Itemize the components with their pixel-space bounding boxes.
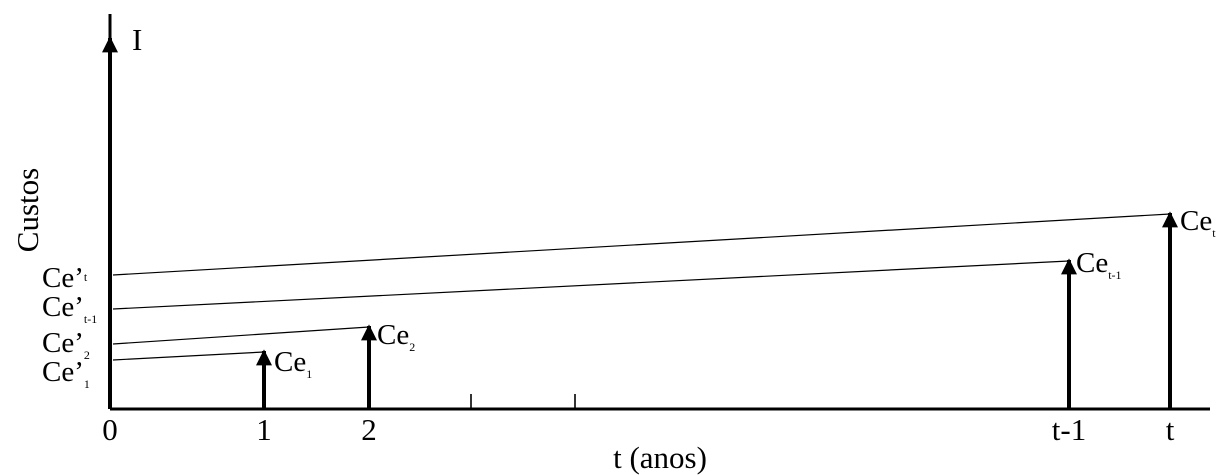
pv-label-t: Ce’t bbox=[42, 262, 88, 294]
x-tick-1: 1 bbox=[256, 412, 272, 447]
pv-label-1-base: Ce’ bbox=[42, 356, 84, 388]
pv-label-t-minus-1-sub: t-1 bbox=[84, 312, 97, 326]
pv-label-1-sub: 1 bbox=[84, 377, 90, 391]
cost-label-1-base: Ce bbox=[274, 346, 306, 378]
x-tick-t-minus-1: t-1 bbox=[1052, 412, 1086, 447]
pv-label-2: Ce’2 bbox=[42, 327, 90, 362]
y-axis-title: Custos bbox=[10, 168, 45, 252]
cost-label-t-minus-1-sub: t-1 bbox=[1108, 268, 1121, 282]
pv-label-t-base: Ce’ bbox=[42, 262, 84, 294]
cost-label-t-minus-1: Cet-1 bbox=[1076, 247, 1122, 282]
cost-label-2-base: Ce bbox=[377, 319, 409, 351]
discount-line-1 bbox=[112, 351, 265, 361]
x-tick-2: 2 bbox=[361, 412, 377, 447]
cost-label-2: Ce2 bbox=[377, 319, 415, 354]
pv-label-t-minus-1-base: Ce’ bbox=[42, 291, 84, 323]
cost-label-t-base: Ce bbox=[1180, 205, 1212, 237]
cost-label-t-minus-1-base: Ce bbox=[1076, 247, 1108, 279]
cost-label-t: Cet bbox=[1180, 205, 1216, 240]
discount-line-t-minus-1 bbox=[112, 260, 1070, 310]
pv-label-t-sub: t bbox=[84, 270, 88, 284]
x-axis-title: t (anos) bbox=[613, 440, 707, 475]
pv-label-1: Ce’1 bbox=[42, 356, 90, 391]
cost-label-2-sub: 2 bbox=[409, 340, 415, 354]
cost-label-1-sub: 1 bbox=[306, 367, 312, 381]
cost-label-1: Ce1 bbox=[274, 346, 312, 381]
x-tick-0: 0 bbox=[102, 412, 118, 447]
pv-label-t-minus-1: Ce’t-1 bbox=[42, 291, 97, 326]
discount-line-t bbox=[112, 213, 1171, 276]
pv-label-2-base: Ce’ bbox=[42, 327, 84, 359]
x-tick-t: t bbox=[1166, 412, 1175, 447]
investment-label: I bbox=[132, 22, 142, 57]
cost-label-t-sub: t bbox=[1212, 226, 1216, 240]
pv-label-2-sub: 2 bbox=[84, 348, 90, 362]
discount-line-2 bbox=[112, 326, 370, 345]
